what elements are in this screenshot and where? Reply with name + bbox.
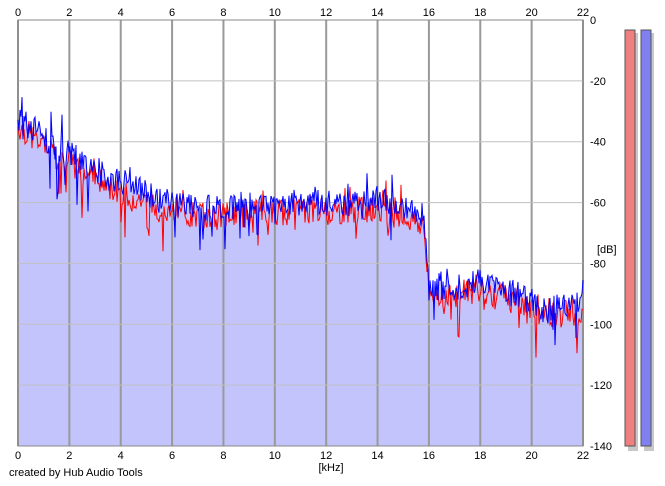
y-tick-label: -20 — [590, 76, 606, 88]
y-tick-label: -120 — [590, 380, 612, 392]
spectrum-fill — [18, 97, 583, 446]
x-tick-label-top: 18 — [474, 7, 486, 19]
x-tick-label-bottom: 2 — [66, 450, 72, 462]
x-tick-label-top: 20 — [526, 7, 538, 19]
level-meters — [624, 29, 654, 451]
y-tick-labels: 0 -20 -40 -60 -80 -100 -120 -140 — [590, 15, 612, 453]
y-tick-label: -140 — [590, 441, 612, 453]
plot-frame — [17, 19, 584, 447]
x-tick-label-bottom: 22 — [577, 450, 589, 462]
y-tick-label: 0 — [590, 15, 596, 27]
series-lines — [17, 97, 584, 358]
x-tick-label-top: 2 — [66, 7, 72, 19]
x-tick-label-top: 22 — [577, 7, 589, 19]
x-tick-label-bottom: 10 — [269, 450, 281, 462]
spectrum-area — [18, 97, 583, 446]
x-tick-label-bottom: 12 — [320, 450, 332, 462]
y-tick-label: -100 — [590, 319, 612, 331]
grid — [17, 19, 584, 447]
x-tick-label-bottom: 16 — [423, 450, 435, 462]
x-tick-label-top: 12 — [320, 7, 332, 19]
x-tick-label-top: 6 — [169, 7, 175, 19]
x-tick-label-top: 14 — [371, 7, 383, 19]
x-tick-labels-bottom: 0 2 4 6 8 10 12 14 16 18 20 22 — [15, 450, 589, 462]
y-axis-label: [dB] — [597, 244, 617, 256]
x-tick-label-top: 16 — [423, 7, 435, 19]
x-tick-label-bottom: 8 — [220, 450, 226, 462]
series-line-1 — [17, 97, 584, 346]
x-tick-label-bottom: 20 — [526, 450, 538, 462]
x-tick-label-bottom: 6 — [169, 450, 175, 462]
y-tick-label: -80 — [590, 258, 606, 270]
x-tick-label-bottom: 18 — [474, 450, 486, 462]
x-tick-labels-top: 0 2 4 6 8 10 12 14 16 18 20 22 — [15, 7, 589, 19]
y-tick-label: -60 — [590, 198, 606, 210]
x-tick-label-top: 8 — [220, 7, 226, 19]
x-tick-label-top: 0 — [15, 7, 21, 19]
x-tick-label-top: 10 — [269, 7, 281, 19]
x-tick-label-bottom: 14 — [371, 450, 383, 462]
x-tick-label-top: 4 — [118, 7, 124, 19]
x-tick-label-bottom: 4 — [118, 450, 124, 462]
level-meter-1 — [640, 29, 652, 447]
x-tick-label-bottom: 0 — [15, 450, 21, 462]
credit-text: created by Hub Audio Tools — [9, 467, 143, 479]
level-meter-0 — [624, 29, 636, 447]
x-axis-label: [kHz] — [318, 462, 343, 474]
y-tick-label: -40 — [590, 137, 606, 149]
